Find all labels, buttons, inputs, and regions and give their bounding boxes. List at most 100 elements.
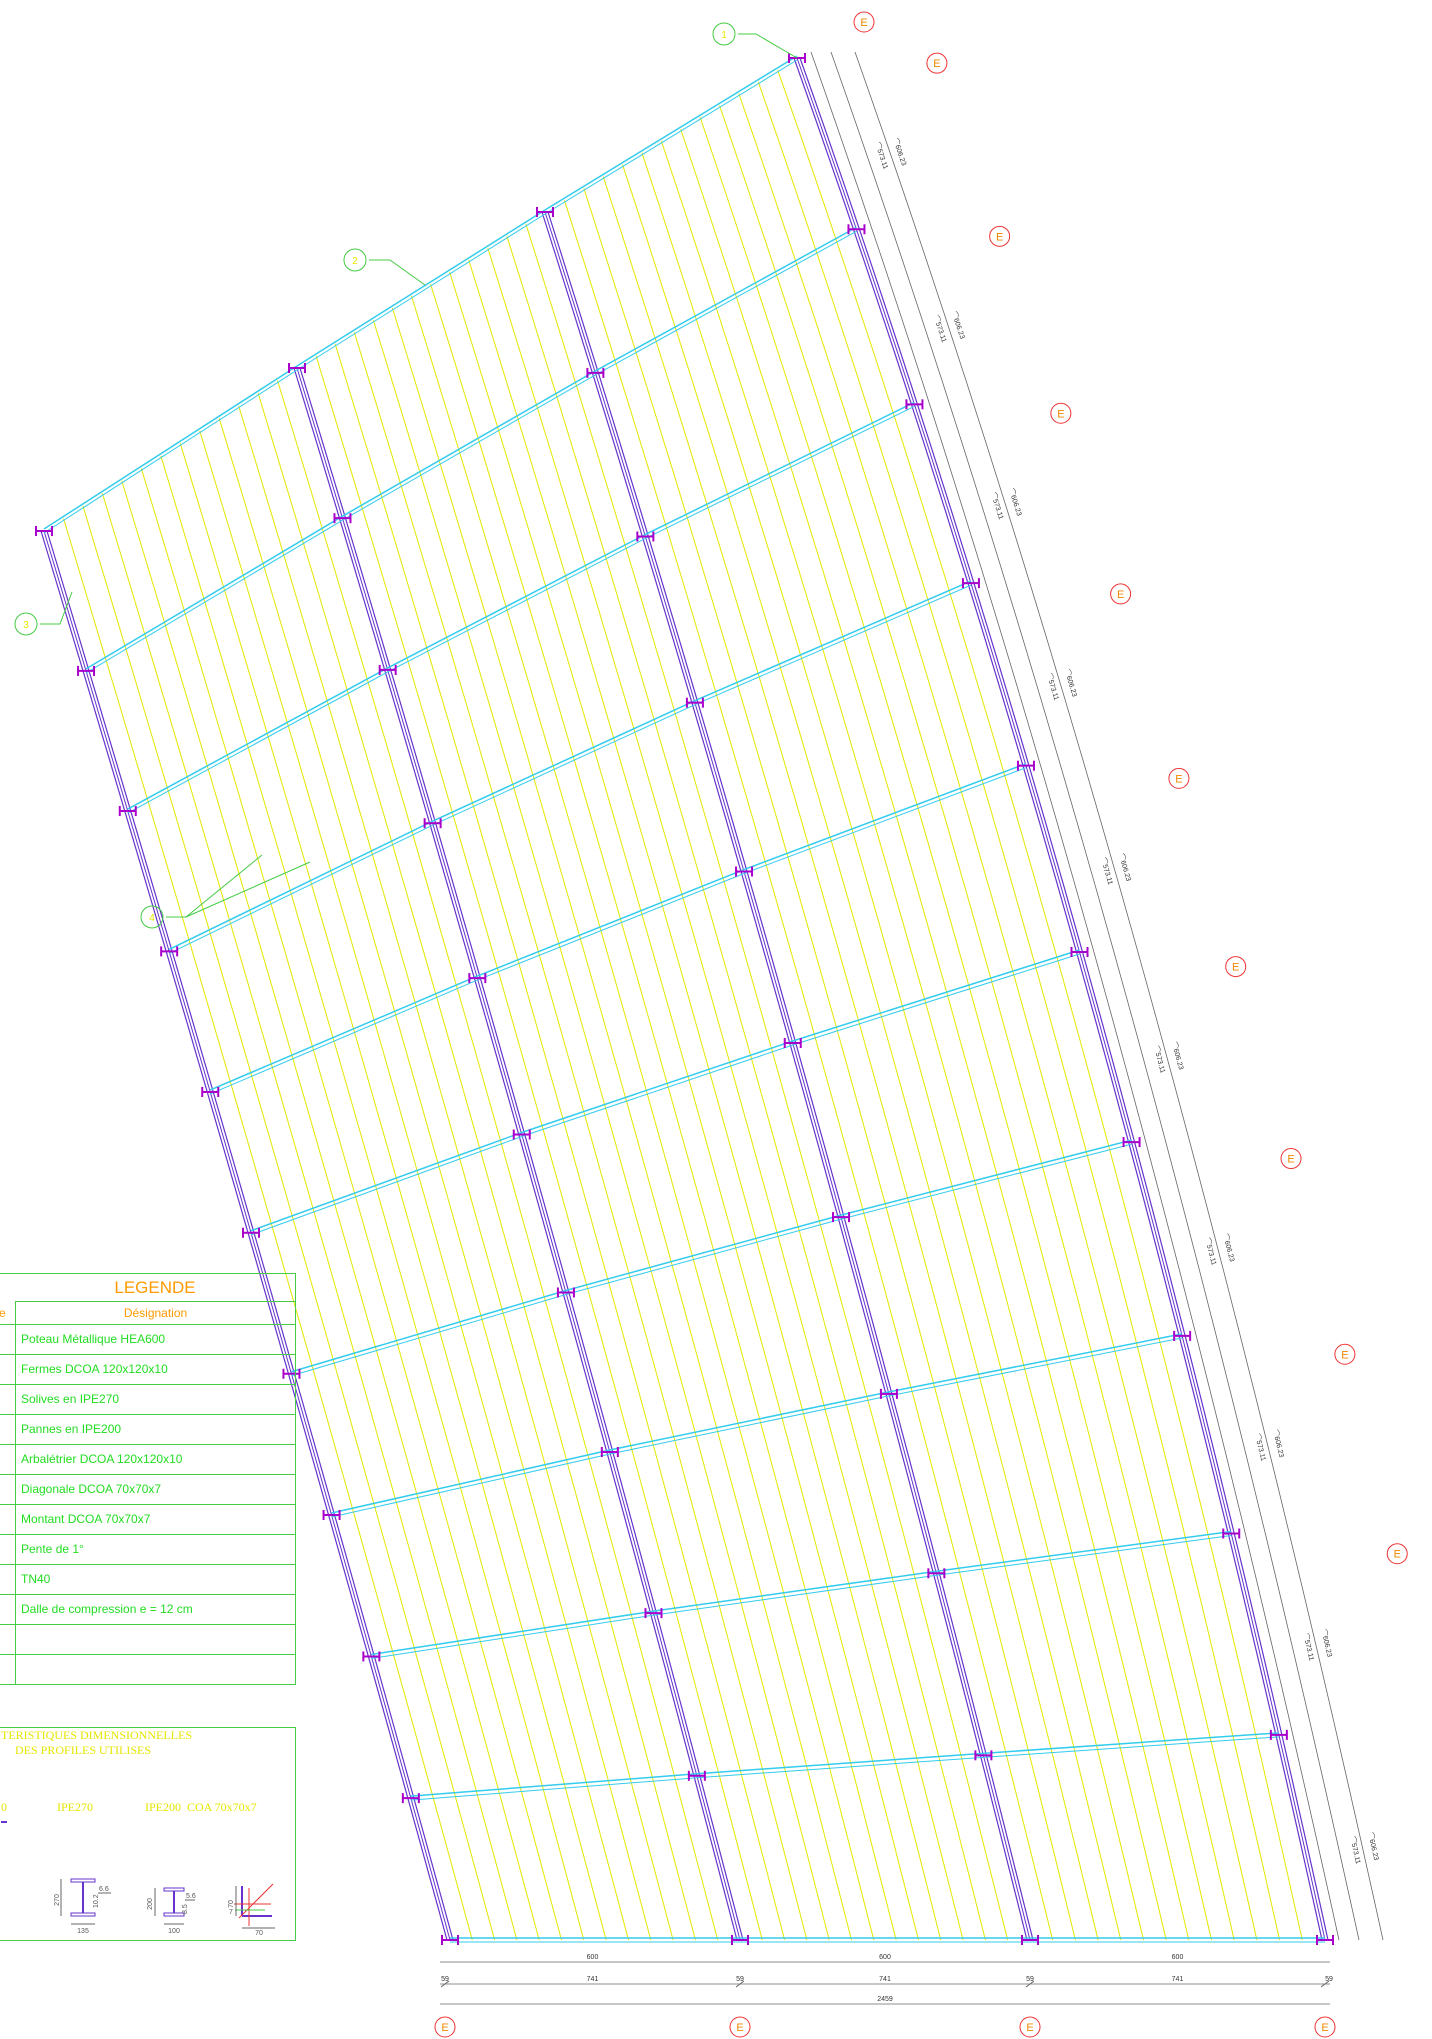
joist-line bbox=[468, 259, 942, 1941]
axis-marker-circle bbox=[989, 225, 1011, 247]
clear-span-label: 741 bbox=[1172, 1976, 1184, 1983]
ipe200-section-icon: 200 5.6 8.5 100 bbox=[147, 1887, 196, 1935]
legend-row bbox=[0, 1655, 295, 1685]
legend-row: Pannes en IPE200 bbox=[0, 1415, 295, 1445]
arc-dim-outer-label: ⌒606.23 bbox=[1063, 668, 1079, 698]
axis-marker-label: E bbox=[996, 231, 1003, 243]
purlin-line bbox=[609, 1391, 890, 1451]
purlin-line bbox=[595, 226, 857, 372]
legend-row: Fermes DCOA 120x120x10 bbox=[0, 1355, 295, 1385]
legend-row-label: Diagonale DCOA 70x70x7 bbox=[21, 1482, 162, 1496]
joist-line bbox=[391, 307, 852, 1941]
legend-row-label: Arbalétrier DCOA 120x120x10 bbox=[21, 1452, 183, 1466]
span-label: 600 bbox=[879, 1954, 891, 1961]
purlin-line bbox=[983, 1732, 1279, 1755]
coa-t-label: 7 bbox=[229, 1909, 233, 1916]
purlin-line bbox=[85, 519, 343, 674]
joist-line bbox=[372, 319, 830, 1941]
purlin-line bbox=[210, 979, 478, 1095]
purlin-line bbox=[432, 704, 696, 826]
purlin-line bbox=[250, 1136, 522, 1236]
axis-markers-layer: EEEEEEEEEEEEEEE bbox=[434, 11, 1408, 2038]
axis-marker-circle bbox=[926, 52, 948, 74]
legend-row-label: Pannes en IPE200 bbox=[21, 1422, 122, 1436]
legend-header-designation: Désignation bbox=[123, 1306, 188, 1320]
arc-dim-outer-label: ⌒606.23 bbox=[1271, 1429, 1286, 1459]
legend-row-label: TN40 bbox=[21, 1572, 51, 1586]
arc-dimension-line bbox=[830, 51, 1360, 1941]
arc-dim-outer-label: ⌒606.23 bbox=[1117, 853, 1133, 883]
callouts-layer: 1 2 3 4 bbox=[14, 22, 798, 929]
truss-line bbox=[544, 211, 1031, 1941]
purlin-line bbox=[888, 1337, 1183, 1397]
purlin-line bbox=[653, 1574, 937, 1616]
purlin-line bbox=[840, 1139, 1132, 1216]
axis-marker-circle bbox=[1280, 1148, 1302, 1170]
joist-line bbox=[82, 505, 496, 1941]
ipe200-h-label: 200 bbox=[147, 1898, 154, 1910]
legend-row: Solives en IPE270 bbox=[0, 1385, 295, 1415]
joist-line bbox=[353, 331, 808, 1941]
joist-line bbox=[525, 223, 1009, 1941]
legend-row-label: Poteau Métallique HEA600 bbox=[21, 1332, 166, 1346]
ipe270-tf-label: 10.2 bbox=[93, 1894, 100, 1908]
joist-line bbox=[777, 69, 1303, 1941]
legend-header-code: e bbox=[0, 1302, 16, 1324]
axis-marker-label: E bbox=[1232, 962, 1239, 974]
column-width-label: 59 bbox=[1325, 1976, 1333, 1983]
ipe200-tf-label: 8.5 bbox=[182, 1904, 189, 1914]
legend-row bbox=[0, 1625, 295, 1655]
purlin-line bbox=[696, 1756, 984, 1779]
profile-name: IPE270 bbox=[57, 1800, 93, 1814]
purlin-line bbox=[544, 55, 798, 211]
purlin-line bbox=[127, 667, 389, 810]
purlin-line bbox=[250, 1131, 523, 1232]
joist-line bbox=[757, 81, 1281, 1941]
purlin-line bbox=[743, 762, 1027, 871]
purlin-line bbox=[43, 369, 298, 534]
truss-line bbox=[547, 211, 1034, 1941]
profile-sections: 270 6.6 10.2 135 200 5.6 8.5 100 bbox=[1, 1821, 275, 1937]
dimension-tick bbox=[1025, 1980, 1035, 1988]
joist-line bbox=[738, 93, 1258, 1941]
span-label: 600 bbox=[587, 1954, 599, 1961]
arc-dimension-line bbox=[810, 51, 1340, 1941]
column-width-label: 59 bbox=[441, 1976, 449, 1983]
callout-leader bbox=[185, 861, 311, 918]
axis-marker-label: E bbox=[1321, 2022, 1328, 2034]
purlin-line bbox=[565, 1214, 842, 1292]
callout-leader bbox=[40, 591, 73, 625]
profile-name: COA 70x70x7 bbox=[187, 1800, 257, 1814]
joist-line bbox=[121, 480, 540, 1941]
profiles-title-line1: TERISTIQUES DIMENSIONNELLES bbox=[1, 1728, 192, 1742]
joist-line bbox=[257, 392, 696, 1941]
legend-row: Diagonale DCOA 70x70x7 bbox=[0, 1475, 295, 1505]
clear-span-label: 741 bbox=[879, 1976, 891, 1983]
axis-marker-label: E bbox=[1057, 408, 1064, 420]
profiles-box: TERISTIQUES DIMENSIONNELLES DES PROFILES… bbox=[0, 1727, 296, 1941]
purlin-line bbox=[331, 1449, 610, 1514]
legend-row-label: Montant DCOA 70x70x7 bbox=[21, 1512, 151, 1526]
purlin-line bbox=[653, 1570, 937, 1612]
axis-marker-circle bbox=[1110, 583, 1132, 605]
axis-marker-label: E bbox=[1341, 1349, 1348, 1361]
purlin-line bbox=[477, 873, 745, 981]
legend-header: e Désignation bbox=[0, 1302, 295, 1325]
joist-line bbox=[699, 117, 1212, 1941]
profiles-title: TERISTIQUES DIMENSIONNELLES DES PROFILES… bbox=[1, 1728, 192, 1758]
profile-name: IPE200 bbox=[145, 1800, 181, 1814]
axis-marker-circle bbox=[1050, 402, 1072, 424]
arc-dim-inner-label: ⌒573.11 bbox=[1348, 1836, 1362, 1865]
axis-marker-circle bbox=[434, 2016, 456, 2038]
dimension-tick bbox=[1320, 1980, 1330, 1988]
joist-line bbox=[602, 176, 1099, 1941]
axis-marker-circle bbox=[853, 11, 875, 33]
legend-row: Montant DCOA 70x70x7 bbox=[0, 1505, 295, 1535]
joist-line bbox=[101, 493, 518, 1941]
purlin-line bbox=[477, 868, 745, 977]
callout-number: 4 bbox=[149, 913, 155, 924]
joist-line bbox=[315, 355, 763, 1941]
arc-dim-outer-label: ⌒606.23 bbox=[950, 310, 967, 340]
joist-line bbox=[430, 283, 897, 1941]
